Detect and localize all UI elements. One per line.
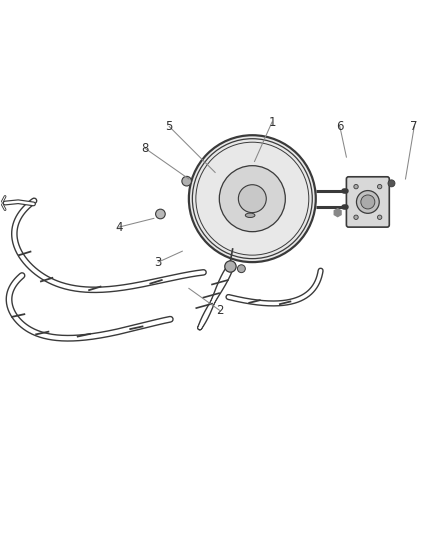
Circle shape: [360, 195, 374, 209]
Circle shape: [237, 265, 245, 272]
Text: 8: 8: [141, 142, 148, 155]
Circle shape: [377, 215, 381, 220]
Circle shape: [238, 185, 266, 213]
Circle shape: [356, 191, 378, 213]
Circle shape: [224, 261, 236, 272]
Text: 7: 7: [410, 120, 417, 133]
Circle shape: [219, 166, 285, 232]
Text: 1: 1: [268, 116, 275, 128]
Circle shape: [181, 176, 191, 186]
Text: 6: 6: [336, 120, 343, 133]
FancyBboxPatch shape: [346, 177, 389, 227]
Text: 5: 5: [165, 120, 173, 133]
Circle shape: [387, 180, 394, 187]
Ellipse shape: [245, 213, 254, 217]
Circle shape: [353, 184, 357, 189]
Text: 2: 2: [215, 304, 223, 317]
Text: 4: 4: [115, 221, 122, 233]
Circle shape: [155, 209, 165, 219]
Circle shape: [353, 215, 357, 220]
Circle shape: [377, 184, 381, 189]
Circle shape: [189, 136, 314, 262]
Text: 3: 3: [154, 256, 162, 269]
